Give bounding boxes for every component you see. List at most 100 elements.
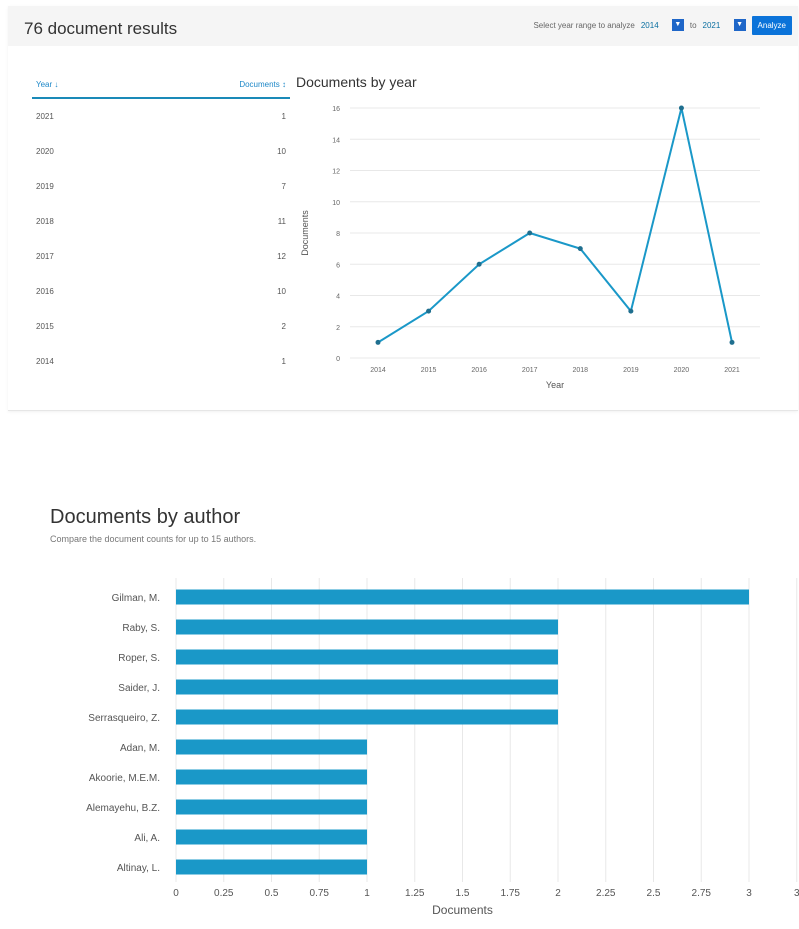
x-tick-label: 3 bbox=[794, 888, 799, 899]
author-chart-title: Documents by author bbox=[50, 506, 241, 528]
year-column-header[interactable]: Year ↓ bbox=[36, 80, 59, 89]
category-label: Raby, S. bbox=[122, 623, 160, 634]
category-label: Roper, S. bbox=[118, 653, 160, 664]
documents-column-header[interactable]: Documents ↕ bbox=[239, 80, 286, 89]
bar bbox=[176, 589, 749, 605]
chevron-down-icon[interactable]: ▼ bbox=[733, 19, 746, 31]
year-cell: 2017 bbox=[36, 252, 54, 261]
y-tick-label: 16 bbox=[332, 106, 340, 113]
to-year-select[interactable]: 2021 ▼ bbox=[703, 19, 746, 31]
x-tick-label: 0.5 bbox=[265, 888, 279, 899]
year-table-header: Year ↓ Documents ↕ bbox=[32, 74, 290, 99]
year-cell: 2018 bbox=[36, 217, 54, 226]
data-point bbox=[426, 308, 432, 314]
category-label: Akoorie, M.E.M. bbox=[89, 773, 160, 784]
y-tick-label: 14 bbox=[332, 137, 340, 144]
year-cell: 2019 bbox=[36, 182, 54, 191]
x-tick-label: 2.75 bbox=[692, 888, 712, 899]
year-cell: 2020 bbox=[36, 147, 54, 156]
bar bbox=[176, 619, 558, 635]
x-tick-label: 1 bbox=[364, 888, 370, 899]
data-point bbox=[527, 230, 533, 236]
x-tick-label: 2014 bbox=[370, 367, 386, 374]
table-row: 2014 1 bbox=[32, 344, 290, 379]
x-tick-label: 2016 bbox=[471, 367, 487, 374]
from-year-value: 2014 bbox=[640, 20, 659, 30]
category-label: Gilman, M. bbox=[112, 593, 160, 604]
category-label: Alemayehu, B.Z. bbox=[86, 803, 160, 814]
year-chart-title: Documents by year bbox=[296, 74, 417, 90]
year-cell: 2014 bbox=[36, 357, 54, 366]
data-point bbox=[678, 105, 684, 111]
year-range-controls: Select year range to analyze 2014 ▼ to 2… bbox=[533, 14, 792, 36]
category-label: Serrasqueiro, Z. bbox=[88, 713, 160, 724]
x-tick-label: 0 bbox=[173, 888, 179, 899]
to-label: to bbox=[689, 20, 697, 30]
to-year-value: 2021 bbox=[702, 20, 721, 30]
bar bbox=[176, 709, 558, 725]
x-tick-label: 3 bbox=[746, 888, 752, 899]
x-tick-label: 2020 bbox=[674, 367, 690, 374]
x-tick-label: 1.75 bbox=[501, 888, 521, 899]
chevron-down-icon[interactable]: ▼ bbox=[671, 19, 684, 31]
documents-cell[interactable]: 1 bbox=[281, 112, 286, 121]
y-tick-label: 12 bbox=[332, 169, 340, 176]
data-point bbox=[628, 308, 634, 314]
y-tick-label: 2 bbox=[336, 325, 340, 332]
y-tick-label: 0 bbox=[336, 356, 340, 363]
x-tick-label: 2018 bbox=[572, 367, 588, 374]
documents-cell[interactable]: 10 bbox=[277, 287, 286, 296]
x-tick-label: 0.25 bbox=[214, 888, 234, 899]
bar bbox=[176, 829, 367, 845]
results-header: 76 document results Select year range to… bbox=[8, 6, 798, 46]
documents-cell[interactable]: 10 bbox=[277, 147, 286, 156]
x-axis-label: Documents bbox=[432, 903, 493, 917]
year-cell: 2021 bbox=[36, 112, 54, 121]
bar bbox=[176, 739, 367, 755]
x-tick-label: 2021 bbox=[724, 367, 740, 374]
bar bbox=[176, 679, 558, 695]
table-row: 2021 1 bbox=[32, 99, 290, 134]
category-label: Ali, A. bbox=[134, 833, 160, 844]
data-point bbox=[577, 246, 583, 252]
year-cell: 2016 bbox=[36, 287, 54, 296]
category-label: Adan, M. bbox=[120, 743, 160, 754]
documents-by-year-chart[interactable]: 0 2 4 6 8 10 12 14 16 2014 2015 2016 2017 2018 2019 202… bbox=[290, 90, 780, 400]
table-row: 2016 10 bbox=[32, 274, 290, 309]
year-table: Year ↓ Documents ↕ 2021 1 2020 10 2019 7 20… bbox=[32, 74, 290, 379]
range-label: Select year range to analyze bbox=[533, 20, 635, 30]
x-tick-label: 1.25 bbox=[405, 888, 425, 899]
y-tick-label: 10 bbox=[332, 200, 340, 207]
x-tick-label: 0.75 bbox=[310, 888, 330, 899]
x-axis-label: Year bbox=[546, 380, 564, 390]
bar bbox=[176, 769, 367, 785]
documents-cell[interactable]: 12 bbox=[277, 252, 286, 261]
bar bbox=[176, 799, 367, 815]
analyze-button[interactable]: Analyze bbox=[751, 15, 792, 35]
y-axis-label: Documents bbox=[300, 210, 310, 256]
documents-cell[interactable]: 11 bbox=[277, 217, 286, 226]
documents-cell[interactable]: 1 bbox=[281, 357, 286, 366]
x-tick-label: 2.5 bbox=[647, 888, 661, 899]
y-tick-label: 8 bbox=[336, 231, 340, 238]
documents-by-author-chart[interactable]: 0 0.25 0.5 0.75 1 1.25 1.5 1.75 2 2.25 2.5 2.75 3 3 Do… bbox=[0, 560, 799, 929]
x-tick-label: 2 bbox=[555, 888, 561, 899]
table-row: 2019 7 bbox=[32, 169, 290, 204]
results-panel: 76 document results Select year range to… bbox=[8, 6, 798, 411]
table-row: 2017 12 bbox=[32, 239, 290, 274]
data-point bbox=[375, 339, 381, 345]
table-row: 2015 2 bbox=[32, 309, 290, 344]
x-tick-label: 2019 bbox=[623, 367, 639, 374]
y-tick-label: 6 bbox=[336, 262, 340, 269]
data-point bbox=[729, 339, 735, 345]
documents-cell[interactable]: 7 bbox=[281, 182, 286, 191]
x-tick-label: 2017 bbox=[522, 367, 538, 374]
author-chart-subtitle: Compare the document counts for up to 15… bbox=[50, 534, 257, 544]
y-tick-label: 4 bbox=[336, 294, 340, 301]
category-label: Saider, J. bbox=[118, 683, 160, 694]
from-year-select[interactable]: 2014 ▼ bbox=[641, 19, 684, 31]
documents-cell[interactable]: 2 bbox=[281, 322, 286, 331]
data-point bbox=[476, 261, 482, 267]
bar bbox=[176, 859, 367, 875]
year-cell: 2015 bbox=[36, 322, 54, 331]
